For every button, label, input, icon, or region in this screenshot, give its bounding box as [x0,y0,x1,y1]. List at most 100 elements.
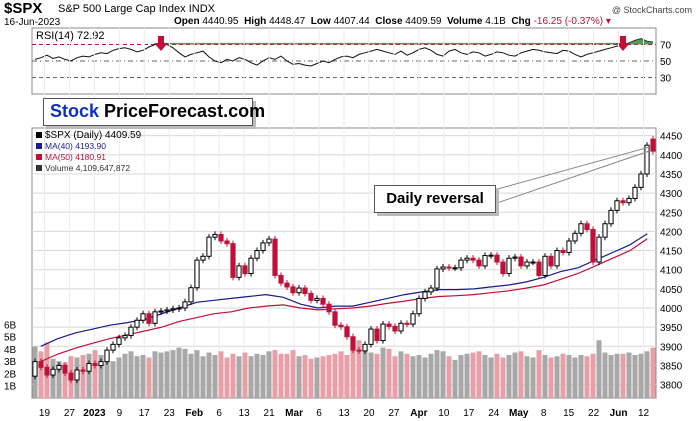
x-tick-label: 12 [638,408,650,419]
legend-ma50-swatch [36,154,42,160]
volume-bar [116,357,122,398]
candle-body [428,287,434,293]
candle-body [458,259,464,269]
volume-bar [440,351,446,398]
volume-bar [128,351,134,398]
volume-bar [332,353,338,398]
volume-bar [176,347,182,398]
volume-tick-label: 2B [4,369,17,380]
candle-body [620,200,626,204]
price-tick-label: 3950 [660,323,683,334]
x-tick-label: 13 [239,408,251,419]
down-arrow-icon [616,36,630,51]
price-tick-label: 4450 [660,132,683,143]
volume-bar [110,361,116,398]
x-tick-label: 9 [117,408,123,419]
rsi-overbought-fill [161,38,653,45]
volume-bar [206,352,212,398]
candle-body [200,255,206,261]
candle-body [248,257,254,275]
x-tick-label: 24 [488,408,500,419]
volume-bar [428,353,434,398]
candle-body [158,310,164,313]
site-logo: Stock PriceForecast.com [43,98,265,126]
x-tick-label: 6 [316,408,322,419]
legend-ma40: MA(40) 4193.90 [45,141,106,151]
rsi-tick-label: 70 [660,41,672,52]
candle-body [116,337,122,345]
candle-body [314,297,320,301]
volume-bar [284,353,290,398]
volume-bar [320,356,326,398]
volume-tick-label: 6B [4,320,17,331]
candle-body [380,323,386,342]
volume-bar [608,355,614,398]
rsi-title: RSI(14) 72.92 [36,30,104,42]
volume-bar [164,351,170,398]
candle-body [398,322,404,332]
volume-tick-label: 5B [4,333,17,344]
volume-bar [308,358,314,398]
volume-bar [278,353,284,398]
x-tick-label: 19 [39,408,51,419]
candle-body [470,257,476,261]
candle-body [548,255,554,267]
price-tick-label: 4200 [660,227,683,238]
candle-body [176,307,182,310]
candle-body [464,257,470,261]
candle-body [626,197,632,204]
candle-body [578,223,584,234]
candle-body [404,322,410,325]
volume-bar [248,356,254,398]
symbol-description: S&P 500 Large Cap Index INDX [58,3,215,15]
volume-bar [62,362,68,398]
price-tick-label: 4150 [660,247,683,258]
candle-body [62,364,68,374]
quote-values: Open 4440.95 High 4448.47 Low 4407.44 Cl… [174,16,611,27]
x-tick-label: May [509,408,529,419]
description-text: S&P 500 Large Cap Index [58,3,186,15]
volume-bar [80,355,86,398]
volume-tick-label: 1B [4,382,17,393]
volume-bar [620,353,626,398]
candle-body [146,313,152,324]
volume-bar [254,353,260,398]
candle-body [68,372,74,381]
volume-value: 4.1B [485,16,506,27]
candle-body [416,297,422,315]
candle-body [296,287,302,294]
candle-body [596,236,602,263]
candle-body [242,265,248,275]
price-tick-label: 4400 [660,151,683,162]
candle-body [638,173,644,188]
candle-body [476,259,482,267]
x-tick-label: 13 [338,408,350,419]
volume-bar [302,355,308,398]
candle-body [500,261,506,275]
candle-body [212,233,218,238]
price-tick-label: 3800 [660,381,683,392]
candle-body [152,311,158,324]
volume-bar [410,356,416,398]
callout-pointer [493,146,650,191]
volume-bar [500,357,506,398]
volume-bar [224,357,230,398]
high-value: 4448.47 [269,16,306,27]
candle-body [524,261,530,267]
volume-bar [92,350,98,398]
candle-body [506,257,512,275]
volume-bar [458,355,464,398]
volume-bar [398,351,404,398]
x-tick-label: 2023 [83,408,106,419]
price-tick-label: 4250 [660,208,683,219]
chg-value: -16.25 (-0.37%) [533,16,604,27]
candle-body [350,336,356,351]
volume-bar [422,357,428,398]
volume-bar [38,351,44,398]
legend-volume-swatch [36,165,42,171]
candle-body [122,335,128,339]
candle-body [32,361,38,377]
volume-bar [572,357,578,398]
volume-bar [554,356,560,398]
price-tick-label: 4050 [660,285,683,296]
